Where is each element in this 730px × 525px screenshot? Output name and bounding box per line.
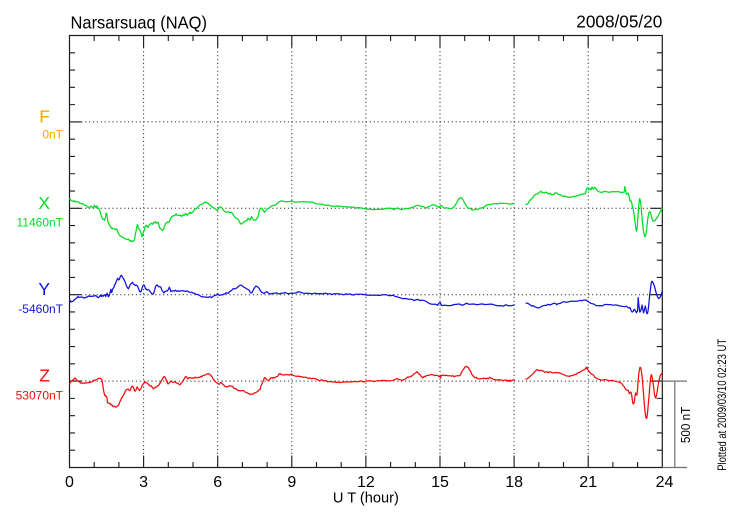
- svg-text:15: 15: [431, 474, 449, 491]
- svg-text:0nT: 0nT: [42, 127, 63, 141]
- svg-text:0: 0: [65, 474, 74, 491]
- svg-text:11460nT: 11460nT: [17, 216, 64, 230]
- svg-text:U T (hour): U T (hour): [333, 490, 399, 507]
- svg-text:X: X: [38, 193, 50, 213]
- svg-text:Narsarsuaq (NAQ): Narsarsuaq (NAQ): [71, 12, 208, 32]
- svg-text:12: 12: [357, 474, 375, 491]
- svg-text:6: 6: [213, 474, 222, 491]
- svg-text:18: 18: [505, 474, 523, 491]
- svg-text:3: 3: [139, 474, 148, 491]
- svg-text:24: 24: [656, 474, 674, 491]
- svg-text:500 nT: 500 nT: [678, 407, 693, 444]
- svg-text:Z: Z: [39, 366, 50, 386]
- svg-text:2008/05/20: 2008/05/20: [576, 11, 662, 31]
- svg-text:F: F: [39, 106, 50, 126]
- svg-text:53070nT: 53070nT: [16, 389, 64, 403]
- svg-text:Y: Y: [38, 279, 50, 299]
- svg-text:Plotted at 2009/03/10 02:23 UT: Plotted at 2009/03/10 02:23 UT: [715, 338, 729, 471]
- svg-text:-5460nT: -5460nT: [18, 302, 63, 316]
- svg-text:9: 9: [287, 474, 296, 491]
- svg-text:21: 21: [579, 474, 597, 491]
